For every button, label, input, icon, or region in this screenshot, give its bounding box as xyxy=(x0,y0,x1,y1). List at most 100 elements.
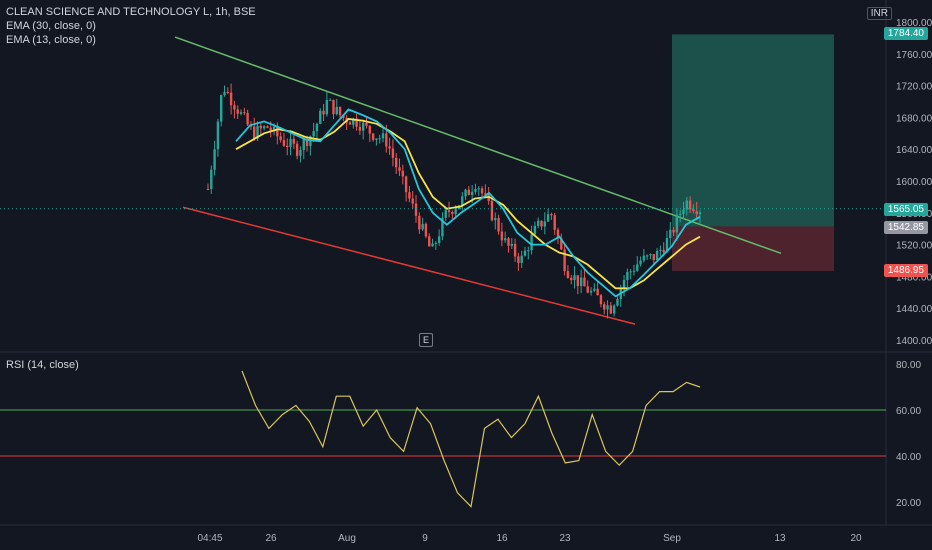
candle-body xyxy=(272,126,276,132)
stop-price-badge: 1486.95 xyxy=(883,264,928,277)
candle-body xyxy=(276,126,279,137)
candle-body xyxy=(206,188,210,190)
candle-body xyxy=(523,250,527,256)
candle-body xyxy=(243,112,246,114)
candle-body xyxy=(583,277,586,287)
candle-body xyxy=(477,188,480,190)
time-tick-label: 16 xyxy=(496,533,508,544)
candle-body xyxy=(335,106,338,115)
candle-body xyxy=(553,215,556,230)
ema30-legend[interactable]: EMA (30, close, 0) xyxy=(6,20,96,32)
candle-body xyxy=(213,149,216,170)
candle-body xyxy=(698,212,702,215)
earnings-marker[interactable]: E xyxy=(419,333,433,347)
candle-body xyxy=(447,210,451,212)
candle-body xyxy=(599,295,603,305)
candle-body xyxy=(216,121,220,150)
candle-body xyxy=(682,209,685,214)
candle-body xyxy=(378,138,381,140)
candle-body xyxy=(474,188,477,192)
candle-body xyxy=(451,211,454,215)
candle-body xyxy=(669,229,672,239)
candle-body xyxy=(282,140,286,146)
candle-body xyxy=(253,126,256,139)
candle-body xyxy=(626,271,629,280)
profit-zone xyxy=(672,34,834,227)
candle-body xyxy=(490,200,494,221)
candle-body xyxy=(348,122,352,125)
time-tick-label: 04:45 xyxy=(197,533,222,544)
candle-body xyxy=(233,105,236,110)
rsi-tick-label: 60.00 xyxy=(896,406,921,417)
candle-body xyxy=(500,231,504,241)
candle-body xyxy=(609,305,613,314)
time-tick-label: 26 xyxy=(265,533,277,544)
candle-body xyxy=(464,189,467,197)
candle-body xyxy=(398,167,401,171)
candle-body xyxy=(566,271,570,278)
time-tick-label: 13 xyxy=(774,533,786,544)
candle-body xyxy=(371,133,375,140)
rsi-tick-label: 80.00 xyxy=(896,360,921,371)
candle-body xyxy=(579,277,583,287)
candle-body xyxy=(616,299,619,306)
candle-body xyxy=(649,254,652,256)
candle-body xyxy=(606,305,609,310)
candle-body xyxy=(256,125,259,139)
candle-body xyxy=(507,238,510,246)
time-tick-label: Sep xyxy=(663,533,681,544)
price-tick-label: 1440.00 xyxy=(896,304,932,315)
candle-body xyxy=(517,256,520,264)
candle-body xyxy=(391,148,395,158)
candle-body xyxy=(596,288,599,296)
candle-body xyxy=(454,209,457,215)
candle-body xyxy=(675,214,679,233)
candle-body xyxy=(560,238,563,250)
candle-body xyxy=(570,277,573,281)
candle-body xyxy=(484,193,487,195)
candle-body xyxy=(332,99,335,115)
candle-body xyxy=(550,214,553,216)
candle-body xyxy=(444,210,447,218)
price-tick-label: 1760.00 xyxy=(896,50,932,61)
price-tick-label: 1520.00 xyxy=(896,241,932,252)
rsi-legend[interactable]: RSI (14, close) xyxy=(6,359,79,371)
candle-body xyxy=(305,139,309,147)
currency-label[interactable]: INR xyxy=(866,7,892,20)
time-tick-label: 23 xyxy=(559,533,571,544)
candle-body xyxy=(428,236,431,247)
candle-body xyxy=(480,188,484,194)
candle-body xyxy=(497,218,500,232)
candle-body xyxy=(381,133,385,139)
candle-body xyxy=(411,198,414,204)
candle-body xyxy=(510,243,513,246)
candle-body xyxy=(375,138,378,140)
price-tick-label: 1600.00 xyxy=(896,177,932,188)
candle-body xyxy=(639,260,642,265)
candle-body xyxy=(662,249,665,253)
ema13-legend[interactable]: EMA (13, close, 0) xyxy=(6,34,96,46)
candle-body xyxy=(239,112,243,114)
candle-body xyxy=(210,169,213,190)
candle-body xyxy=(622,279,626,288)
ema30-line xyxy=(235,118,701,290)
candle-body xyxy=(418,215,421,230)
candle-body xyxy=(441,217,444,237)
rsi-tick-label: 20.00 xyxy=(896,498,921,509)
candle-body xyxy=(424,223,428,237)
candle-body xyxy=(589,290,593,293)
loss-zone xyxy=(672,226,834,271)
candle-body xyxy=(652,254,655,261)
price-tick-label: 1800.00 xyxy=(896,18,932,29)
candle-body xyxy=(695,211,698,215)
candle-body xyxy=(408,192,411,199)
symbol-title[interactable]: CLEAN SCIENCE AND TECHNOLOGY L, 1h, BSE xyxy=(6,6,256,18)
candle-body xyxy=(223,91,226,96)
candle-body xyxy=(292,138,296,144)
candle-body xyxy=(632,270,636,272)
time-tick-label: Aug xyxy=(338,533,356,544)
candle-body xyxy=(352,118,355,125)
candle-body xyxy=(395,157,398,168)
candle-body xyxy=(527,250,530,252)
